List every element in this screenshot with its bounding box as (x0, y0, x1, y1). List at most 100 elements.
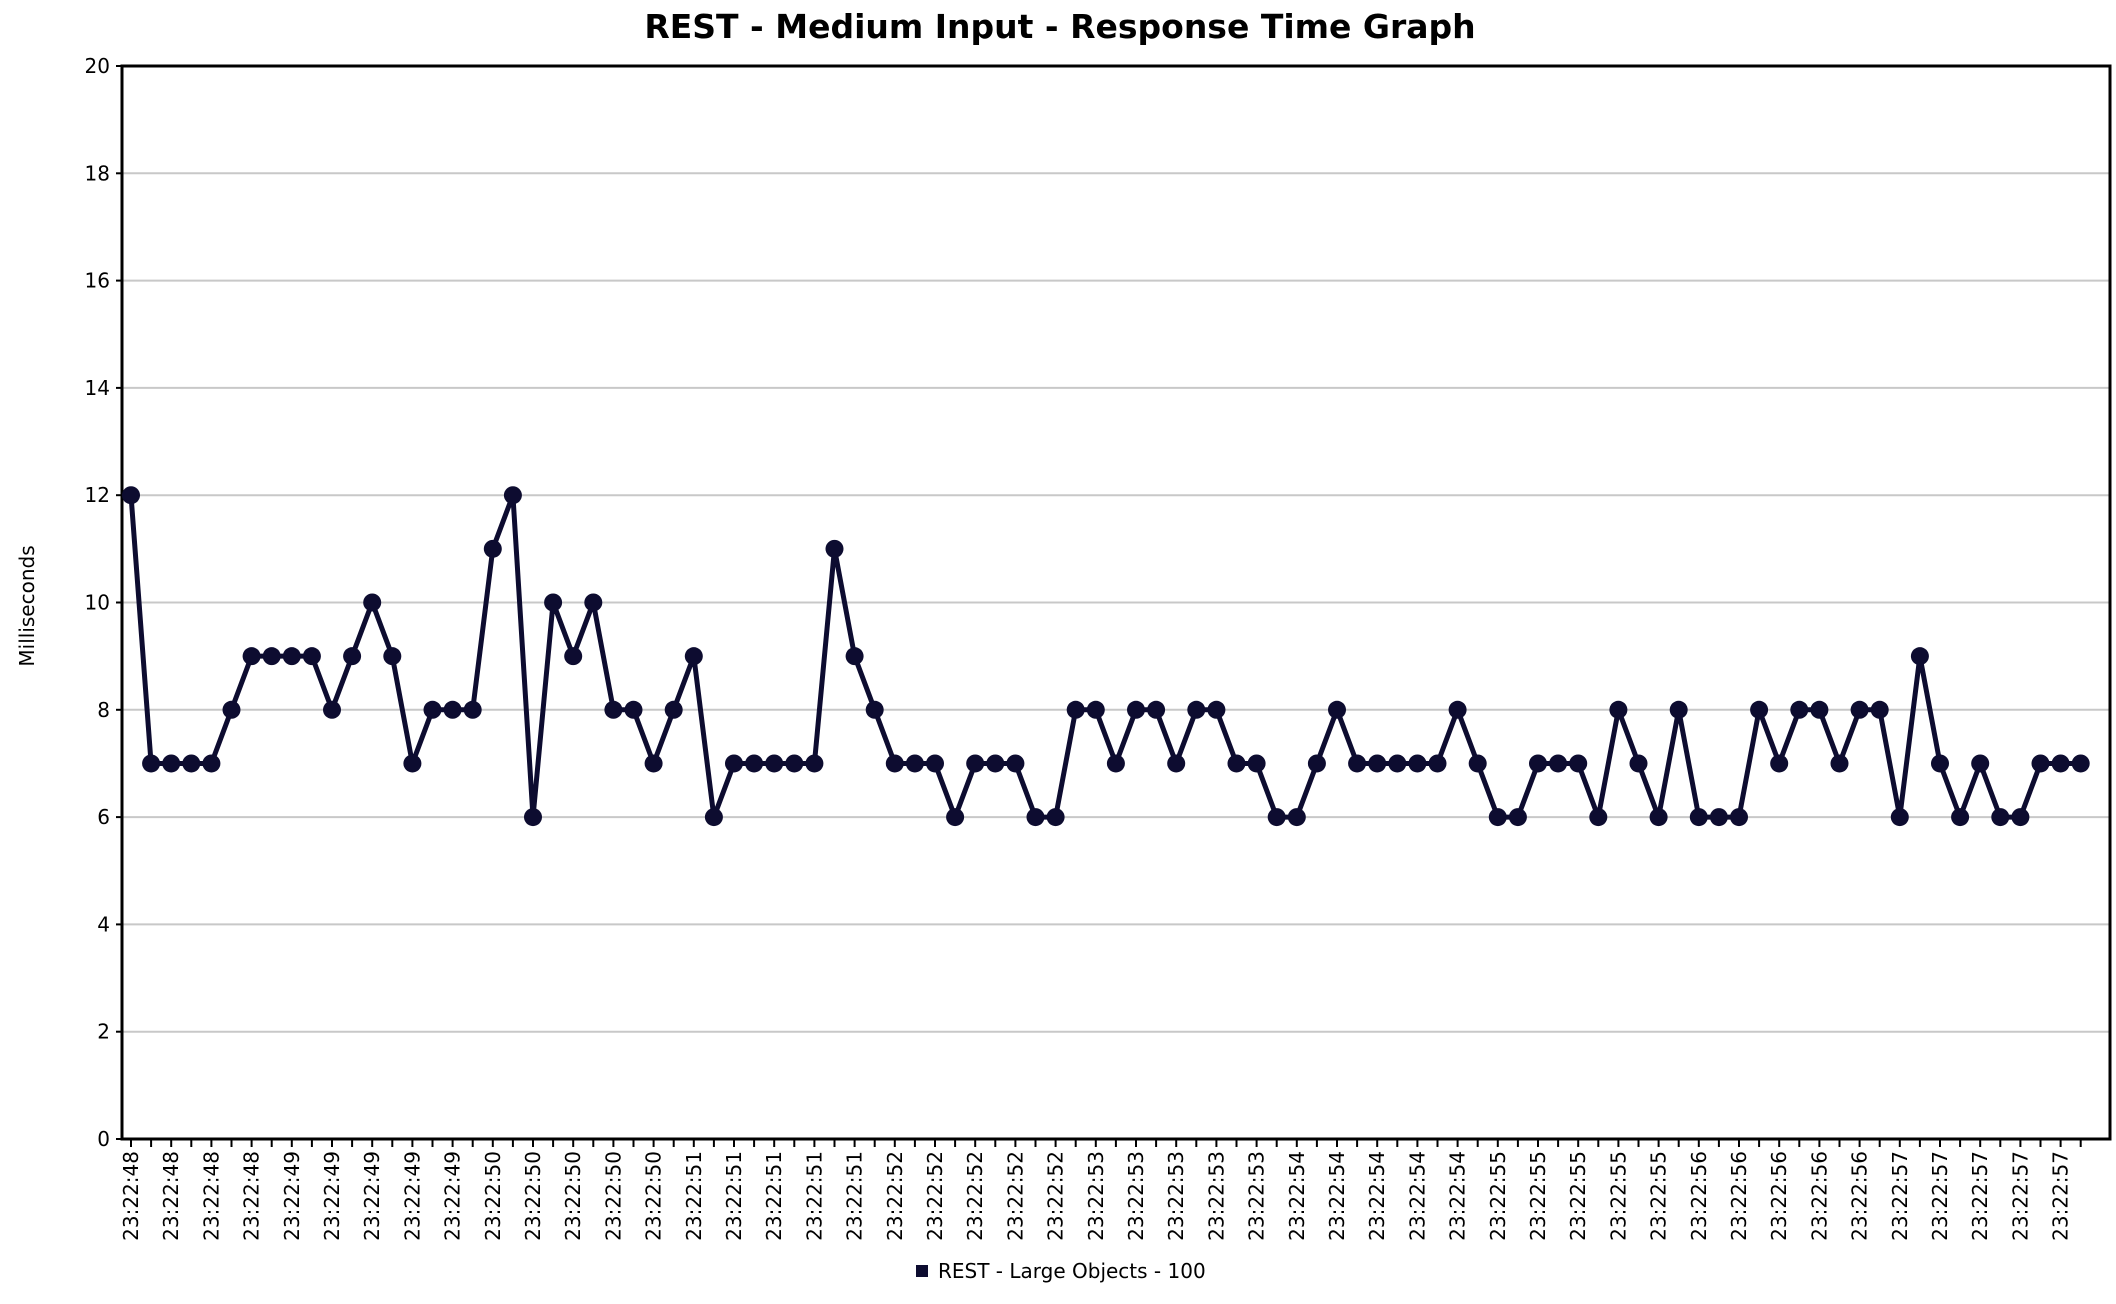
x-tick-label: 23:22:56 (1767, 1151, 1791, 1241)
data-point (323, 700, 341, 719)
x-tick-label: 23:22:52 (1044, 1151, 1068, 1241)
data-point (1709, 808, 1728, 827)
y-axis-label: Milliseconds (15, 545, 39, 666)
data-point (1750, 700, 1769, 719)
data-point (1046, 808, 1065, 827)
x-tick-label: 23:22:50 (521, 1151, 545, 1241)
data-point (905, 754, 924, 773)
x-tick-label: 23:22:55 (1486, 1151, 1510, 1241)
data-point (986, 754, 1005, 773)
legend-swatch (916, 1265, 928, 1277)
gridlines (122, 172, 2110, 1033)
x-tick-label: 23:22:50 (481, 1151, 505, 1241)
y-tick-label: 6 (97, 805, 110, 829)
x-tick-label: 23:22:51 (843, 1151, 867, 1241)
data-point (302, 647, 321, 666)
data-point (604, 700, 623, 719)
data-point (1267, 808, 1286, 827)
data-point (343, 647, 362, 666)
data-point (1770, 754, 1789, 773)
data-point (182, 754, 201, 773)
x-tick-label: 23:22:48 (199, 1151, 223, 1241)
data-point (282, 647, 301, 666)
data-point (785, 754, 804, 773)
x-tick-label: 23:22:50 (642, 1151, 666, 1241)
data-point (1870, 700, 1889, 719)
data-point (1910, 647, 1929, 666)
data-point (885, 754, 904, 773)
x-tick-label: 23:22:56 (1687, 1151, 1711, 1241)
x-tick-label: 23:22:54 (1405, 1151, 1429, 1241)
x-tick-label: 23:22:55 (1606, 1151, 1630, 1241)
x-tick-label: 23:22:49 (441, 1151, 465, 1241)
data-point (1287, 808, 1306, 827)
x-tick-label: 23:22:51 (802, 1151, 826, 1241)
data-point (2011, 808, 2030, 827)
data-point (725, 754, 743, 773)
x-tick-label: 23:22:51 (762, 1151, 786, 1241)
x-axis-ticks: 23:22:48 23:22:48 23:22:48 23:22:48 23:22:49… (119, 1139, 2082, 1241)
data-point (524, 808, 542, 827)
x-tick-label: 23:22:51 (722, 1151, 746, 1241)
series-line (128, 492, 2081, 820)
x-tick-label: 23:22:56 (1807, 1151, 1831, 1241)
y-tick-label: 10 (85, 591, 110, 615)
y-tick-label: 20 (85, 54, 110, 78)
data-point (122, 486, 140, 505)
data-point (1348, 754, 1367, 773)
data-point (765, 754, 784, 773)
data-point (443, 700, 462, 719)
x-tick-label: 23:22:53 (1084, 1151, 1108, 1241)
x-tick-label: 23:22:52 (963, 1151, 987, 1241)
data-point (1448, 700, 1467, 719)
x-tick-label: 23:22:57 (2008, 1151, 2032, 1241)
data-point (745, 754, 764, 773)
x-tick-label: 23:22:49 (360, 1151, 384, 1241)
data-point (1086, 700, 1105, 719)
data-point (966, 754, 985, 773)
x-tick-label: 23:22:49 (280, 1151, 304, 1241)
data-point (704, 808, 723, 827)
data-point (805, 754, 824, 773)
x-tick-label: 23:22:54 (1446, 1151, 1470, 1241)
y-tick-label: 2 (97, 1020, 110, 1044)
y-tick-label: 18 (85, 161, 110, 185)
x-tick-label: 23:22:50 (561, 1151, 585, 1241)
y-tick-label: 12 (85, 483, 110, 507)
plot-frame (120, 64, 2112, 1141)
x-tick-label: 23:22:49 (400, 1151, 424, 1241)
chart-title: REST - Medium Input - Response Time Grap… (644, 7, 1475, 46)
data-point (503, 486, 522, 505)
data-point (1549, 754, 1568, 773)
data-point (1247, 754, 1266, 773)
data-point (1649, 808, 1668, 827)
data-point (1026, 808, 1045, 827)
data-point (202, 754, 221, 773)
x-tick-label: 23:22:53 (1245, 1151, 1269, 1241)
x-tick-label: 23:22:53 (1204, 1151, 1228, 1241)
data-point (1066, 700, 1085, 719)
data-point (1127, 700, 1145, 719)
x-tick-label: 23:22:56 (1848, 1151, 1872, 1241)
data-point (1810, 700, 1829, 719)
x-tick-label: 23:22:54 (1365, 1151, 1389, 1241)
data-point (1167, 754, 1186, 773)
x-tick-label: 23:22:57 (1888, 1151, 1912, 1241)
data-point (222, 700, 241, 719)
x-tick-label: 23:22:56 (1727, 1151, 1751, 1241)
x-tick-label: 23:22:55 (1566, 1151, 1590, 1241)
x-tick-label: 23:22:51 (682, 1151, 706, 1241)
data-point (664, 700, 683, 719)
y-tick-label: 0 (97, 1127, 110, 1151)
data-point (1187, 700, 1206, 719)
data-point (584, 593, 603, 612)
data-point (1931, 754, 1949, 773)
x-tick-label: 23:22:48 (119, 1151, 143, 1241)
data-point (1609, 700, 1628, 719)
x-tick-label: 23:22:49 (320, 1151, 344, 1241)
data-point (1850, 700, 1869, 719)
y-axis-ticks: 0 2 4 6 8 10 12 14 16 18 20 (85, 54, 122, 1151)
data-point (1147, 700, 1166, 719)
data-point (946, 808, 965, 827)
